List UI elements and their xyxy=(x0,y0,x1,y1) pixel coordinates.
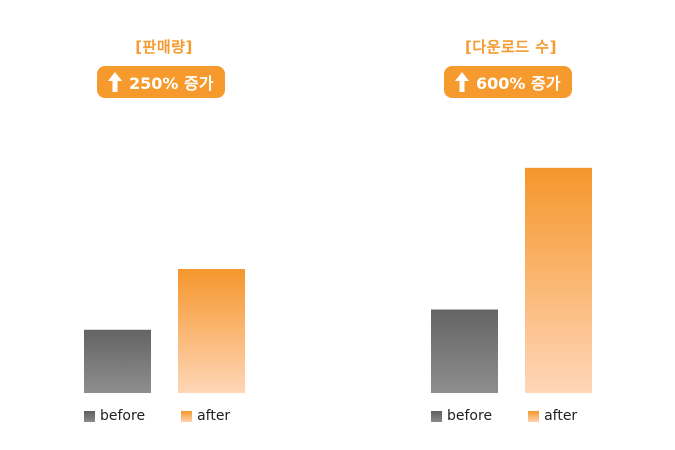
legend-item-after: after xyxy=(528,408,577,424)
downloads-increase-badge: 600% 증가 xyxy=(444,66,573,98)
legend-item-before: before xyxy=(431,408,492,424)
legend-swatch-before xyxy=(84,410,95,422)
sales-chart-title: [판매량] xyxy=(135,38,193,56)
legend-item-after: after xyxy=(181,408,230,424)
downloads-chart-title: [다운로드 수] xyxy=(465,38,557,56)
legend-label-before: before xyxy=(100,408,146,424)
legend-item-before: before xyxy=(84,408,145,424)
bar-before xyxy=(431,309,498,393)
legend-swatch-after xyxy=(528,410,540,422)
legend-swatch-after xyxy=(181,410,193,422)
bar-after xyxy=(525,167,592,393)
legend-swatch-before xyxy=(431,410,442,422)
sales-increase-text: 250% 증가 xyxy=(129,74,214,93)
bar-after xyxy=(178,269,245,393)
up-arrow-icon xyxy=(455,72,469,92)
sales-legend: before after xyxy=(84,408,230,424)
downloads-legend: before after xyxy=(431,408,577,424)
legend-label-before: before xyxy=(447,408,493,424)
downloads-chart-panel: [다운로드 수] 600% 증가 before after xyxy=(391,0,631,450)
sales-chart-panel: [판매량] 250% 증가 before after xyxy=(44,0,284,450)
downloads-bar-plot xyxy=(431,167,592,393)
legend-label-after: after xyxy=(544,408,578,424)
up-arrow-icon xyxy=(108,72,122,92)
sales-bar-plot xyxy=(84,269,245,393)
legend-label-after: after xyxy=(197,408,231,424)
bar-before xyxy=(84,329,151,393)
sales-increase-badge: 250% 증가 xyxy=(97,66,226,98)
downloads-increase-text: 600% 증가 xyxy=(476,74,561,93)
